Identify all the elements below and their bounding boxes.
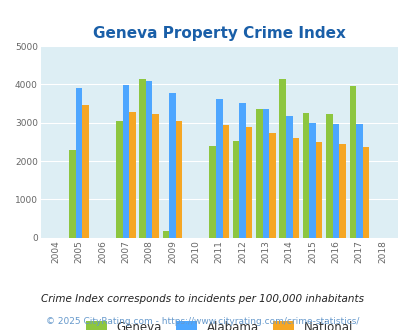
Bar (239, 103, 245, 238)
Bar (222, 125, 228, 238)
Bar (76, 87, 82, 238)
Bar (162, 231, 169, 238)
Bar (152, 114, 159, 238)
Bar (82, 105, 89, 238)
Bar (309, 123, 315, 238)
Text: © 2025 CityRating.com - https://www.cityrating.com/crime-statistics/: © 2025 CityRating.com - https://www.city… (46, 317, 359, 326)
Bar (139, 79, 145, 238)
Bar (232, 141, 239, 238)
Bar (262, 109, 269, 238)
Bar (355, 123, 362, 238)
Bar (315, 142, 322, 238)
Bar (269, 133, 275, 238)
Bar (145, 81, 152, 238)
Bar (209, 146, 215, 238)
Title: Geneva Property Crime Index: Geneva Property Crime Index (93, 26, 345, 41)
Bar (215, 99, 222, 238)
Bar (332, 123, 339, 238)
Bar (129, 113, 135, 238)
Bar (256, 109, 262, 238)
Bar (169, 93, 175, 238)
Bar (302, 113, 309, 238)
Bar (325, 114, 332, 238)
Bar (122, 85, 129, 238)
Bar (279, 79, 285, 238)
Bar (175, 121, 182, 238)
Bar (69, 150, 76, 238)
Bar (285, 116, 292, 238)
Bar (349, 86, 355, 238)
Text: Crime Index corresponds to incidents per 100,000 inhabitants: Crime Index corresponds to incidents per… (41, 294, 364, 304)
Bar (339, 144, 345, 238)
Bar (362, 147, 368, 238)
Legend: Geneva, Alabama, National: Geneva, Alabama, National (81, 316, 357, 330)
Bar (116, 121, 122, 238)
Bar (245, 127, 252, 238)
Bar (292, 138, 298, 238)
